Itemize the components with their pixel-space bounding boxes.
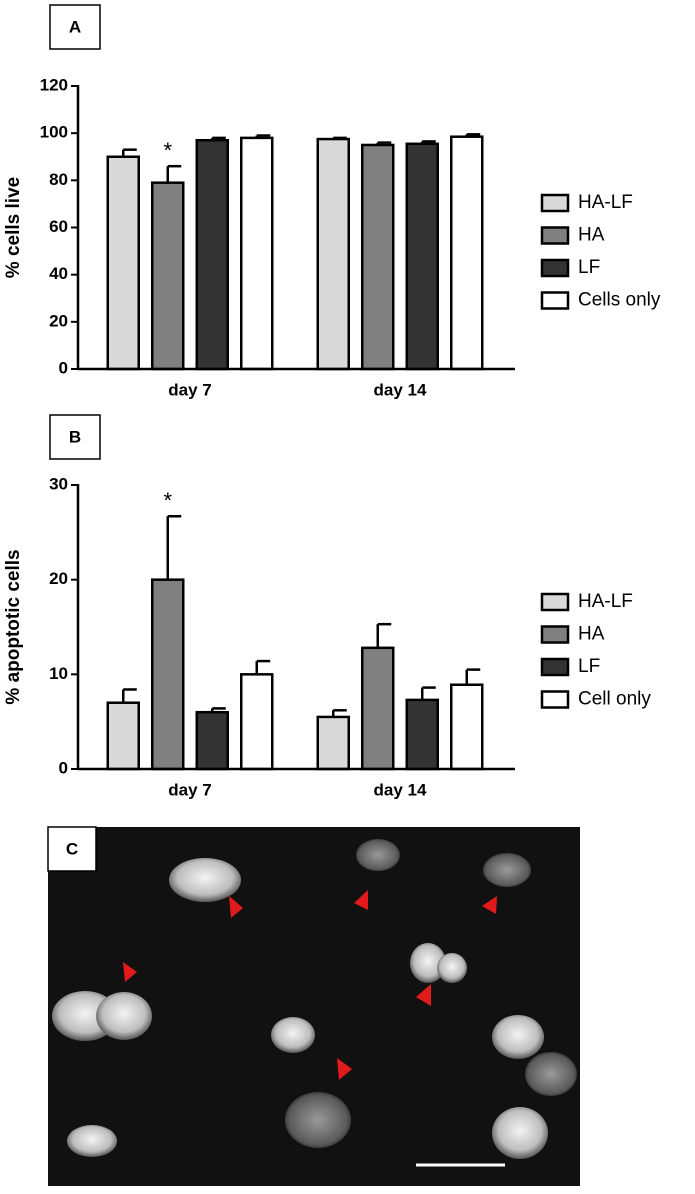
panel-label: C: [66, 839, 78, 858]
y-tick-label: 30: [49, 474, 68, 493]
micrograph: C: [47, 826, 580, 1186]
bar: [240, 136, 274, 371]
bar: [106, 701, 140, 771]
y-tick-label: 80: [49, 170, 68, 189]
y-tick-label: 120: [40, 75, 68, 94]
bar: [240, 673, 274, 771]
x-tick-label: day 14: [374, 780, 427, 799]
y-tick-label: 100: [40, 123, 68, 142]
legend-label: HA-LF: [578, 192, 633, 213]
bar: [405, 698, 439, 771]
y-tick-label: 10: [49, 664, 68, 683]
legend-swatch: [540, 291, 570, 310]
legend-label: LF: [578, 257, 600, 278]
annotation: *: [163, 138, 172, 163]
bar: [195, 138, 229, 371]
y-tick-label: 0: [59, 358, 68, 377]
y-tick-label: 20: [49, 569, 68, 588]
legend-label: Cells only: [578, 290, 661, 311]
legend-label: LF: [578, 656, 600, 677]
legend-swatch: [540, 258, 570, 278]
legend-swatch: [540, 657, 570, 677]
y-tick-label: 60: [49, 217, 68, 236]
bar: [450, 135, 484, 371]
panel-box: [49, 414, 101, 460]
x-tick-label: day 7: [168, 780, 211, 799]
legend-swatch: [540, 690, 570, 709]
legend-swatch: [540, 625, 570, 644]
bar: [450, 683, 484, 771]
legend-swatch: [540, 226, 570, 245]
y-axis-label: % cells live: [3, 177, 24, 278]
legend-label: Cell only: [578, 689, 651, 710]
y-tick-label: 0: [59, 758, 68, 777]
bar: [405, 142, 439, 371]
bar: [316, 715, 350, 771]
bar: [361, 143, 395, 371]
bar: [361, 646, 395, 771]
y-axis-label: % apoptotic cells: [3, 549, 24, 704]
bar: [106, 155, 140, 371]
panel-label: A: [69, 17, 81, 36]
y-tick-label: 20: [49, 311, 68, 330]
bar: [316, 137, 350, 371]
x-tick-label: day 7: [168, 380, 211, 399]
panel-label: B: [69, 427, 81, 446]
bar: [151, 181, 185, 371]
annotation: *: [163, 488, 172, 513]
legend-label: HA: [578, 624, 605, 645]
bar: [195, 710, 229, 771]
x-tick-label: day 14: [374, 380, 427, 399]
panel-box: [49, 4, 101, 50]
legend-swatch: [540, 592, 570, 612]
legend-label: HA: [578, 225, 605, 246]
legend-swatch: [540, 193, 570, 213]
bar: [151, 578, 185, 771]
y-tick-label: 40: [49, 264, 68, 283]
legend-label: HA-LF: [578, 591, 633, 612]
